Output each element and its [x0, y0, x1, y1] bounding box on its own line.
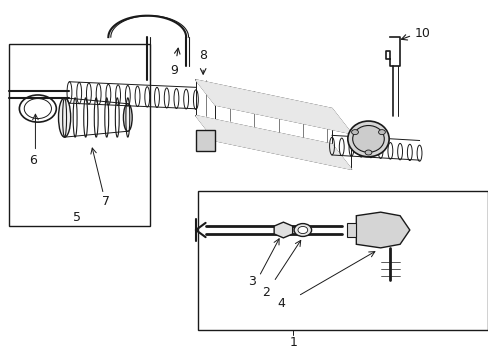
Polygon shape — [196, 116, 351, 169]
Circle shape — [297, 226, 307, 234]
Polygon shape — [356, 212, 409, 248]
Text: 2: 2 — [262, 286, 270, 299]
Text: 10: 10 — [414, 27, 429, 40]
Polygon shape — [196, 130, 215, 152]
Text: 6: 6 — [29, 154, 37, 167]
Text: 9: 9 — [170, 64, 178, 77]
Circle shape — [378, 130, 385, 135]
Polygon shape — [196, 80, 351, 134]
Text: 7: 7 — [102, 195, 110, 208]
Ellipse shape — [347, 121, 388, 157]
Ellipse shape — [123, 104, 132, 131]
Ellipse shape — [352, 126, 384, 152]
Bar — [346, 223, 356, 237]
Circle shape — [365, 150, 371, 155]
Text: 4: 4 — [277, 297, 285, 310]
Circle shape — [293, 224, 311, 237]
Circle shape — [351, 130, 358, 135]
Text: 8: 8 — [199, 49, 207, 62]
Text: 3: 3 — [247, 275, 255, 288]
Text: 1: 1 — [288, 336, 296, 349]
Ellipse shape — [59, 98, 71, 137]
Text: 5: 5 — [73, 211, 81, 224]
Bar — [198, 191, 487, 330]
Bar — [9, 44, 149, 226]
